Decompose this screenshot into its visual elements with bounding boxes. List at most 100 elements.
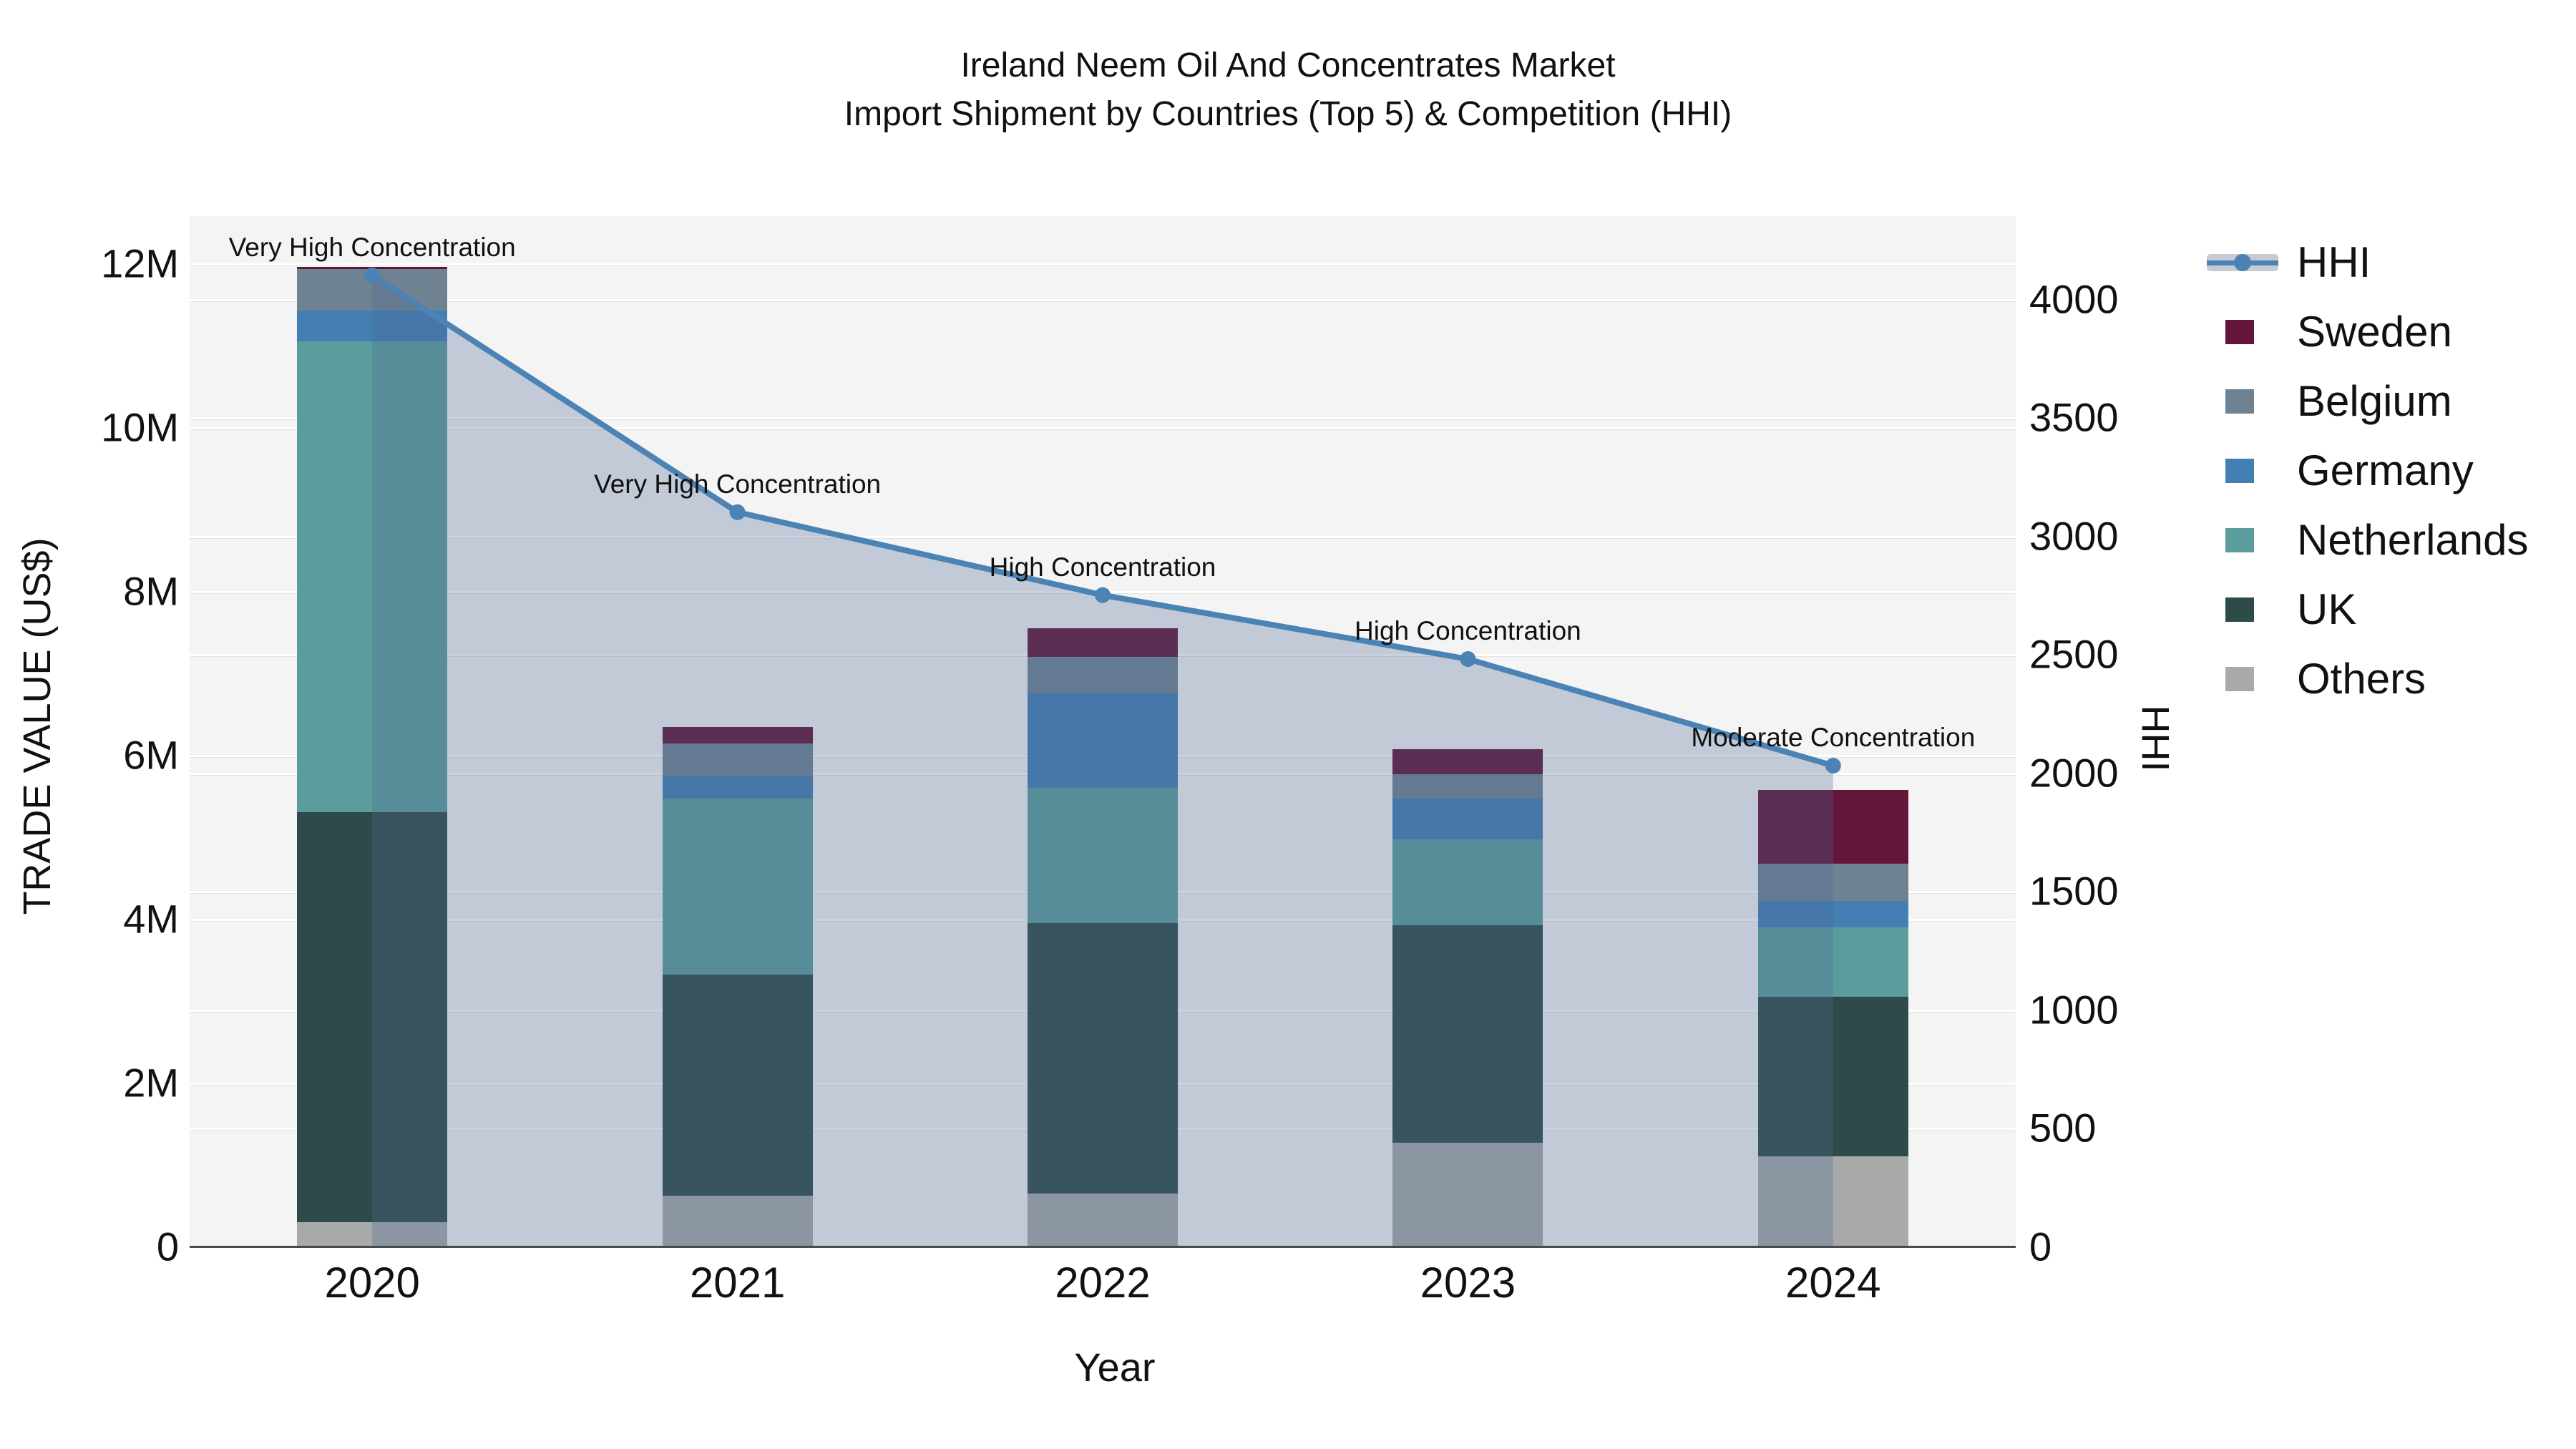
xtick-2022: 2022 bbox=[1055, 1259, 1151, 1307]
bar-stack-2024[interactable] bbox=[1757, 216, 1908, 1246]
x-axis-line bbox=[190, 1246, 2016, 1248]
hhi-point-2021[interactable] bbox=[729, 504, 746, 520]
bar-segment-germany-2023[interactable] bbox=[1392, 798, 1543, 840]
hhi-point-2023[interactable] bbox=[1460, 651, 1476, 668]
plot-area: Very High Concentration Very High Concent… bbox=[190, 216, 2016, 1248]
legend-item-sweden[interactable]: Sweden bbox=[2207, 297, 2529, 366]
color-swatch-germany bbox=[2225, 458, 2254, 483]
bar-stack-2021[interactable] bbox=[662, 216, 813, 1246]
bar-segment-netherlands-2022[interactable] bbox=[1028, 788, 1178, 923]
legend-swatch-icon bbox=[2207, 389, 2290, 414]
bar-segment-sweden-2024[interactable] bbox=[1757, 790, 1908, 864]
chart-title-line2: Import Shipment by Countries (Top 5) & C… bbox=[844, 95, 1732, 134]
xtick-2023: 2023 bbox=[1420, 1259, 1516, 1307]
bar-segment-others-2024[interactable] bbox=[1757, 1156, 1908, 1246]
bar-segment-uk-2024[interactable] bbox=[1757, 996, 1908, 1157]
ytick-right-3000: 3000 bbox=[2029, 513, 2119, 559]
y-axis-right-title: HHI bbox=[2134, 705, 2177, 772]
ytick-right-1000: 1000 bbox=[2029, 987, 2119, 1033]
bar-segment-belgium-2021[interactable] bbox=[662, 743, 813, 776]
legend-item-hhi[interactable]: HHI bbox=[2207, 228, 2529, 297]
bar-segment-germany-2020[interactable] bbox=[297, 310, 448, 342]
legend-item-belgium[interactable]: Belgium bbox=[2207, 366, 2529, 436]
color-swatch-belgium bbox=[2225, 389, 2254, 414]
annotation-2024: Moderate Concentration bbox=[1691, 723, 1976, 752]
legend-item-netherlands[interactable]: Netherlands bbox=[2207, 505, 2529, 575]
gridline-hhi-4000 bbox=[190, 298, 2016, 301]
legend-label-belgium: Belgium bbox=[2297, 377, 2452, 425]
legend-item-others[interactable]: Others bbox=[2207, 644, 2529, 713]
bar-segment-belgium-2022[interactable] bbox=[1028, 656, 1178, 694]
legend-item-uk[interactable]: UK bbox=[2207, 575, 2529, 644]
annotation-2021: Very High Concentration bbox=[594, 469, 882, 499]
legend: HHI Sweden Belgium Germany Netherlands UK Othe… bbox=[2207, 228, 2529, 713]
bar-stack-2023[interactable] bbox=[1392, 216, 1543, 1246]
legend-label-uk: UK bbox=[2297, 585, 2357, 633]
bar-segment-uk-2023[interactable] bbox=[1392, 925, 1543, 1143]
bar-segment-others-2020[interactable] bbox=[297, 1221, 448, 1246]
hhi-marker-dot bbox=[2234, 253, 2251, 271]
bar-segment-others-2021[interactable] bbox=[662, 1196, 813, 1246]
legend-swatch-icon bbox=[2207, 666, 2290, 691]
ytick-left-0: 0 bbox=[156, 1224, 179, 1269]
hhi-point-2022[interactable] bbox=[1095, 587, 1111, 603]
color-swatch-netherlands bbox=[2225, 527, 2254, 552]
legend-label-hhi: HHI bbox=[2297, 238, 2371, 286]
ytick-right-3500: 3500 bbox=[2029, 394, 2119, 440]
legend-swatch-icon bbox=[2207, 597, 2290, 622]
bar-segment-netherlands-2023[interactable] bbox=[1392, 839, 1543, 926]
bar-segment-netherlands-2021[interactable] bbox=[662, 798, 813, 975]
color-swatch-uk bbox=[2225, 597, 2254, 622]
annotation-2020: Very High Concentration bbox=[228, 232, 516, 262]
bar-segment-belgium-2024[interactable] bbox=[1757, 864, 1908, 901]
ytick-right-500: 500 bbox=[2029, 1105, 2097, 1151]
y-axis-left-title: TRADE VALUE (US$) bbox=[16, 537, 59, 915]
xtick-2024: 2024 bbox=[1785, 1259, 1881, 1307]
gridline-hhi-3500 bbox=[190, 417, 2016, 420]
gridline-trade-10M bbox=[190, 427, 2016, 430]
hhi-point-2024[interactable] bbox=[1825, 758, 1841, 774]
legend-line-icon bbox=[2207, 250, 2290, 275]
xtick-2020: 2020 bbox=[324, 1259, 420, 1307]
chart-title-line1: Ireland Neem Oil And Concentrates Market bbox=[960, 47, 1616, 84]
bar-segment-uk-2020[interactable] bbox=[297, 812, 448, 1222]
bar-segment-others-2022[interactable] bbox=[1028, 1193, 1178, 1246]
bar-segment-sweden-2022[interactable] bbox=[1028, 628, 1178, 657]
x-axis-title: Year bbox=[1074, 1345, 1156, 1390]
legend-swatch-icon bbox=[2207, 319, 2290, 344]
ytick-left-12M: 12M bbox=[101, 240, 179, 286]
color-swatch-sweden bbox=[2225, 319, 2254, 344]
hhi-line-area bbox=[364, 267, 1841, 1247]
bar-segment-germany-2024[interactable] bbox=[1757, 900, 1908, 927]
bar-segment-others-2023[interactable] bbox=[1392, 1142, 1543, 1246]
bar-segment-germany-2022[interactable] bbox=[1028, 693, 1178, 789]
bar-segment-belgium-2023[interactable] bbox=[1392, 774, 1543, 799]
bar-segment-sweden-2023[interactable] bbox=[1392, 749, 1543, 774]
bar-segment-uk-2022[interactable] bbox=[1028, 922, 1178, 1194]
legend-label-others: Others bbox=[2297, 655, 2426, 703]
ytick-right-4000: 4000 bbox=[2029, 276, 2119, 322]
bar-segment-netherlands-2024[interactable] bbox=[1757, 927, 1908, 997]
xtick-2021: 2021 bbox=[689, 1259, 786, 1307]
legend-item-germany[interactable]: Germany bbox=[2207, 436, 2529, 505]
legend-swatch-icon bbox=[2207, 527, 2290, 552]
bar-stack-2022[interactable] bbox=[1028, 216, 1178, 1246]
color-swatch-others bbox=[2225, 666, 2254, 691]
ytick-right-1500: 1500 bbox=[2029, 868, 2119, 914]
bar-segment-sweden-2021[interactable] bbox=[662, 727, 813, 744]
ytick-right-2500: 2500 bbox=[2029, 631, 2119, 677]
chart-title: Ireland Neem Oil And Concentrates Market… bbox=[0, 42, 2576, 139]
hhi-area-fill bbox=[372, 275, 1833, 1247]
bar-segment-netherlands-2020[interactable] bbox=[297, 341, 448, 813]
ytick-left-8M: 8M bbox=[123, 568, 179, 614]
gridline-hhi-3000 bbox=[190, 535, 2016, 538]
legend-label-netherlands: Netherlands bbox=[2297, 516, 2529, 564]
bar-stack-2020[interactable] bbox=[297, 216, 448, 1246]
legend-label-germany: Germany bbox=[2297, 447, 2474, 494]
hhi-point-2020[interactable] bbox=[364, 267, 381, 283]
bar-segment-germany-2021[interactable] bbox=[662, 776, 813, 799]
bar-segment-uk-2021[interactable] bbox=[662, 974, 813, 1196]
legend-label-sweden: Sweden bbox=[2297, 308, 2452, 356]
annotation-2023: High Concentration bbox=[1355, 616, 1581, 646]
